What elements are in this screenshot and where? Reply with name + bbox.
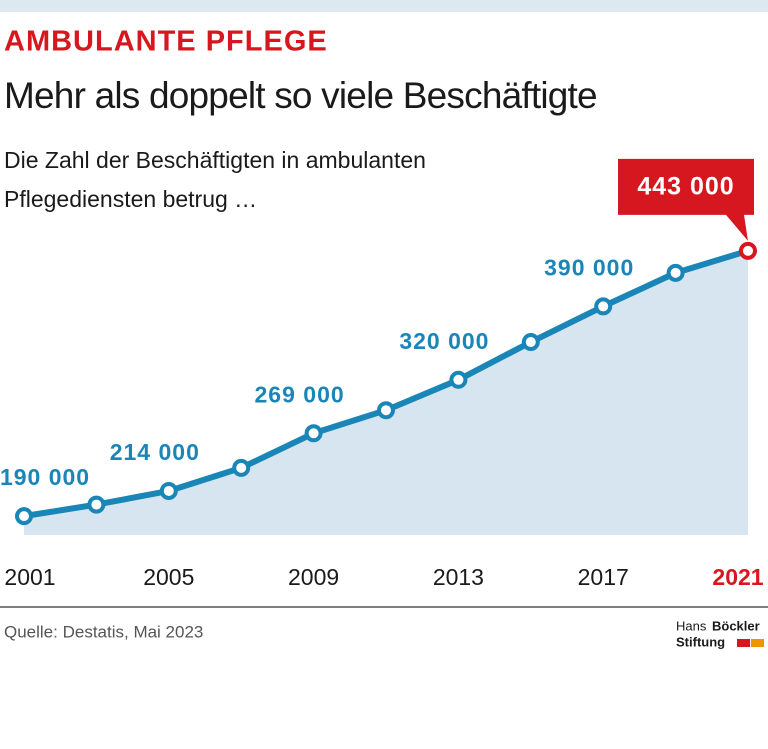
logo-square [751, 639, 764, 647]
top-bar [0, 0, 768, 12]
value-label: 443 000 [637, 172, 734, 200]
value-label: 269 000 [255, 381, 345, 407]
logo-text: Hans [676, 618, 707, 633]
point [521, 333, 540, 352]
point [377, 401, 395, 420]
chart-title: Mehr als doppelt so viele Beschäftigte [4, 75, 597, 116]
point [87, 495, 106, 514]
value-label: 190 000 [0, 464, 90, 490]
subtitle-line: Pflegediensten betrug … [4, 186, 257, 212]
x-tick-label: 2001 [4, 564, 55, 590]
kicker: AMBULANTE PFLEGE [4, 26, 328, 58]
area [24, 250, 748, 535]
source: Quelle: Destatis, Mai 2023 [4, 622, 203, 641]
point [666, 263, 685, 282]
x-tick-label: 2021 [712, 564, 763, 590]
subtitle-line: Die Zahl der Beschäftigten in ambulanten [4, 147, 426, 173]
logo-text: Böckler [712, 618, 760, 633]
point [15, 507, 33, 526]
point [159, 481, 178, 500]
point [449, 370, 468, 389]
value-label: 390 000 [544, 254, 634, 280]
point [594, 297, 613, 316]
point [232, 458, 251, 477]
x-tick-label: 2013 [433, 564, 484, 590]
callout [618, 158, 754, 241]
x-tick-label: 2009 [288, 564, 339, 590]
x-tick-label: 2005 [143, 564, 194, 590]
logo-text: Stiftung [676, 634, 725, 649]
logo-square [737, 639, 750, 647]
value-label: 320 000 [399, 328, 489, 354]
point [739, 241, 757, 260]
x-tick-label: 2017 [578, 564, 629, 590]
logo: Hans Böckler Stiftung [676, 618, 764, 649]
point [304, 424, 323, 443]
value-label: 214 000 [110, 439, 200, 465]
